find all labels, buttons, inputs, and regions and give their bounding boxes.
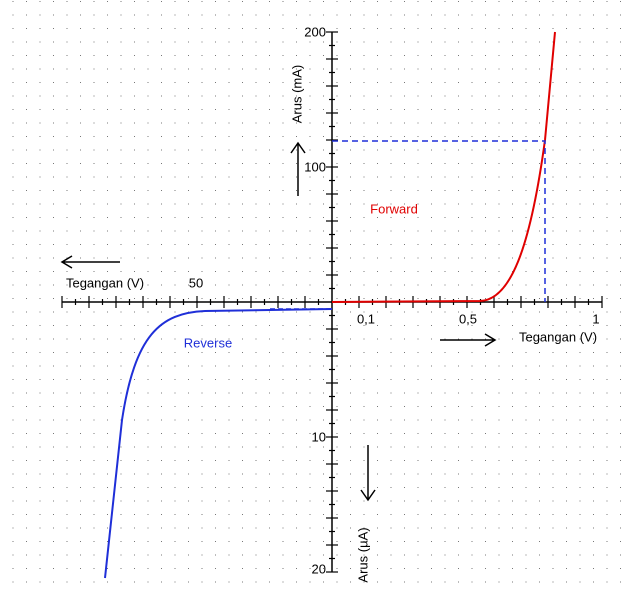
tick-label: 50 <box>189 275 203 290</box>
tick-label: 200 <box>304 24 326 39</box>
arrow-down <box>360 445 376 502</box>
arrows <box>60 141 497 502</box>
ticks <box>61 31 603 573</box>
arrow-right <box>440 333 497 347</box>
axis-label: Arus (µA) <box>355 527 370 582</box>
operating-point <box>332 140 546 302</box>
axis-label: Arus (mA) <box>289 65 304 124</box>
curve-label: Forward <box>370 201 418 216</box>
tick-label: 20 <box>312 561 326 576</box>
tick-label: 0,5 <box>459 311 477 326</box>
forward-curve <box>331 31 556 303</box>
tick-label: 0,1 <box>357 311 375 326</box>
axis-label: Tegangan (V) <box>519 329 597 344</box>
arrow-left <box>60 255 120 269</box>
axis-label: Tegangan (V) <box>66 275 144 290</box>
tick-label: 10 <box>312 429 326 444</box>
tick-label: 1 <box>592 311 599 326</box>
arrow-up <box>290 141 306 196</box>
curve-label: Reverse <box>184 335 232 350</box>
reverse-curve <box>104 308 333 579</box>
tick-label: 100 <box>304 159 326 174</box>
